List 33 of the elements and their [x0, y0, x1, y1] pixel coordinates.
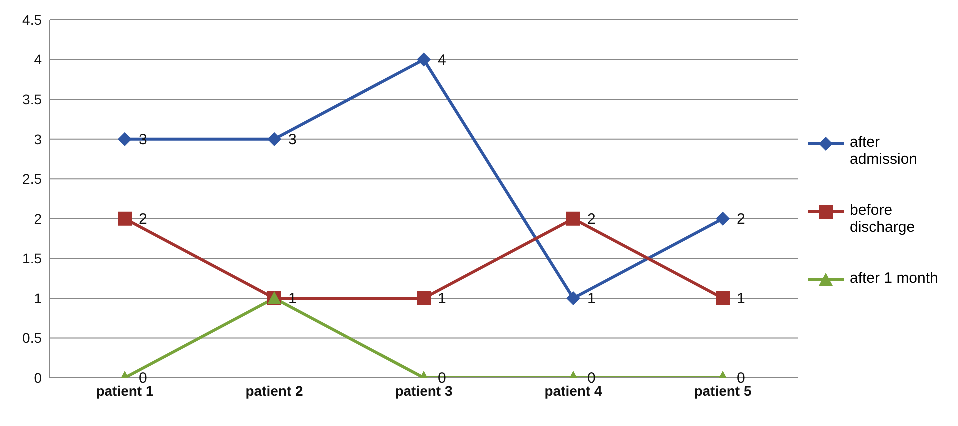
x-tick-label: patient 3 [395, 382, 453, 399]
point [417, 291, 431, 306]
point [118, 132, 132, 146]
point [566, 291, 580, 306]
y-tick-label: 0 [34, 370, 42, 386]
legend-label: after admission [850, 134, 919, 168]
y-tick-label: 2.5 [22, 171, 42, 188]
point [118, 212, 132, 226]
legend-label: before discharge [850, 202, 916, 236]
x-tick-label: patient 2 [246, 382, 304, 399]
legend-label: after 1 month [850, 270, 940, 287]
data-label: 2 [139, 210, 148, 228]
y-tick-label: 3.5 [22, 92, 42, 108]
point [417, 52, 431, 67]
y-tick-label: 4 [34, 52, 42, 68]
data-label: 3 [288, 131, 297, 148]
y-tick-label: 4.5 [22, 12, 42, 28]
point [566, 212, 580, 226]
data-label: 4 [438, 52, 446, 69]
data-label: 1 [737, 290, 746, 308]
point [716, 291, 730, 306]
point [268, 132, 282, 146]
y-tick-label: 3 [34, 131, 42, 148]
data-label: 1 [588, 290, 596, 308]
point [716, 212, 730, 226]
x-tick-label: patient 4 [544, 382, 602, 399]
data-label: 2 [588, 210, 596, 228]
data-label: 1 [438, 290, 446, 308]
y-tick-label: 2 [34, 210, 42, 227]
y-tick-label: 1.5 [22, 250, 42, 267]
data-label: 2 [737, 210, 746, 228]
y-tick-label: 0.5 [22, 330, 42, 346]
y-tick-label: 1 [34, 290, 42, 306]
